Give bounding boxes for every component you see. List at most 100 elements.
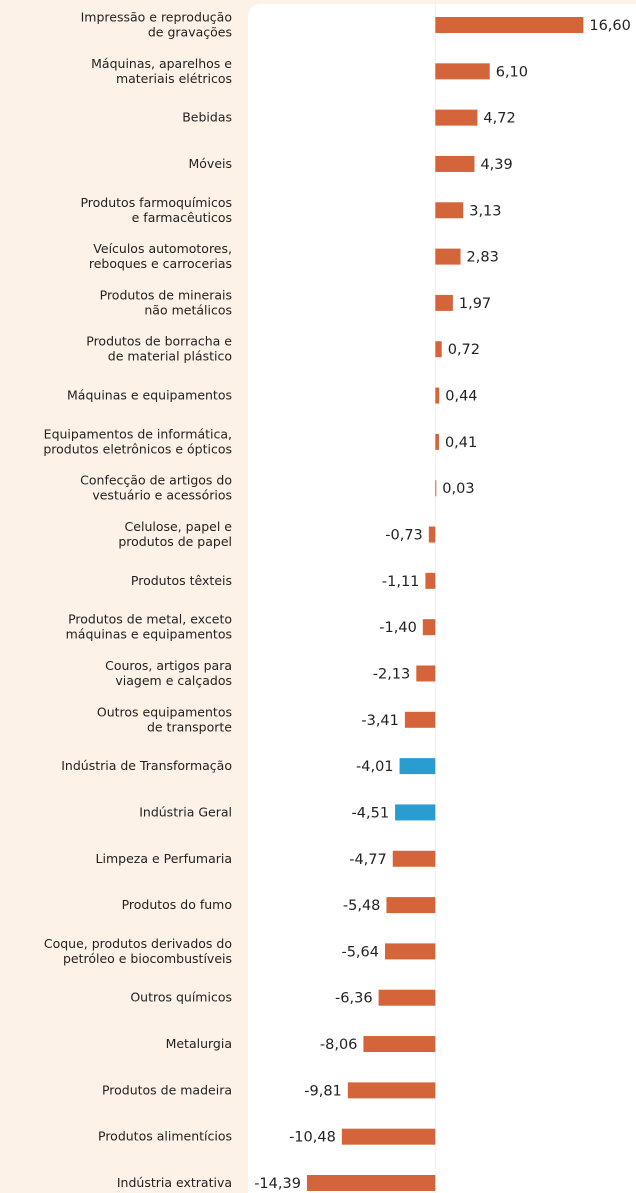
bar — [435, 341, 442, 358]
category-label-line: Produtos farmoquímicos — [80, 194, 232, 209]
category-label-line: Outros químicos — [130, 989, 232, 1004]
bar — [363, 1036, 436, 1053]
category-label-line: reboques e carrocerias — [89, 256, 232, 271]
bar — [435, 109, 478, 126]
bar — [306, 1175, 436, 1191]
category-label-line: Coque, produtos derivados do — [44, 935, 232, 950]
category-label: Produtos de metal, exceto máquinas e equi… — [66, 611, 232, 641]
value-label: 6,10 — [496, 64, 528, 80]
category-label: Produtos alimentícios — [98, 1128, 232, 1143]
category-label: Metalurgia — [166, 1036, 232, 1051]
category-label-line: Produtos do fumo — [122, 897, 232, 912]
category-label-line: Couros, artigos para — [105, 657, 232, 672]
category-label-line: materiais elétricos — [116, 70, 232, 85]
category-label-line: petróleo e biocombustíveis — [63, 950, 232, 965]
category-label-line: Indústria de Transformação — [61, 758, 232, 773]
bar — [428, 526, 436, 543]
bar — [435, 294, 453, 311]
category-label-line: de gravações — [148, 24, 232, 39]
bar — [404, 711, 436, 728]
value-label: -6,36 — [335, 991, 373, 1007]
category-label: Produtos de minerais não metálicos — [100, 287, 232, 317]
category-label: Produtos farmoquímicos e farmacêuticos — [80, 194, 232, 224]
value-label: 0,03 — [442, 481, 474, 497]
category-label-line: Produtos de metal, exceto — [68, 611, 232, 626]
category-label: Indústria Geral — [139, 804, 232, 819]
category-label: Confecção de artigos do vestuário e acess… — [80, 472, 232, 502]
category-label-line: Outros equipamentos — [97, 704, 232, 719]
category-label-line: Móveis — [188, 155, 232, 170]
category-label-line: Limpeza e Perfumaria — [96, 850, 232, 865]
category-label: Coque, produtos derivados do petróleo e b… — [44, 935, 232, 965]
category-label-line: Indústria extrativa — [117, 1175, 232, 1190]
bar — [416, 665, 436, 682]
value-label: -3,41 — [361, 713, 399, 729]
value-label: -8,06 — [320, 1037, 358, 1053]
bar — [435, 63, 490, 80]
bar — [378, 989, 436, 1006]
category-label-line: não metálicos — [144, 302, 232, 317]
bar — [425, 572, 436, 589]
bar — [386, 897, 436, 914]
bar — [422, 619, 436, 636]
bar — [435, 248, 461, 265]
bar — [435, 387, 440, 404]
category-label: Couros, artigos para viagem e calçados — [105, 657, 232, 687]
value-label: -4,51 — [352, 805, 390, 821]
category-label-line: Bebidas — [182, 109, 232, 124]
category-label: Outros químicos — [130, 989, 232, 1004]
category-label-line: Máquinas, aparelhos e — [91, 55, 232, 70]
category-label: Produtos de borracha e de material plásti… — [86, 333, 232, 363]
category-label: Produtos do fumo — [122, 897, 232, 912]
bar — [392, 850, 436, 867]
bar — [395, 804, 436, 821]
category-label-line: Equipamentos de informática, — [44, 426, 232, 441]
value-label: 3,13 — [469, 203, 501, 219]
value-label: -14,39 — [254, 1176, 301, 1192]
category-label: Veículos automotores, reboques e carrocer… — [89, 241, 232, 271]
category-label-line: produtos de papel — [118, 534, 232, 549]
category-label-line: Produtos de minerais — [100, 287, 232, 302]
category-label-line: Indústria Geral — [139, 804, 232, 819]
value-label: 0,41 — [445, 435, 477, 451]
category-label-line: de material plástico — [108, 348, 232, 363]
value-label: -2,13 — [373, 666, 411, 682]
category-label-line: Celulose, papel e — [125, 519, 233, 534]
value-label: 4,39 — [480, 157, 512, 173]
category-label: Máquinas, aparelhos e materiais elétricos — [91, 55, 232, 85]
category-label-line: e farmacêuticos — [132, 209, 232, 224]
category-label-line: Metalurgia — [166, 1036, 232, 1051]
category-label: Indústria de Transformação — [61, 758, 232, 773]
category-label-line: máquinas e equipamentos — [66, 626, 232, 641]
bar — [435, 202, 464, 219]
value-label: 0,44 — [445, 389, 477, 405]
value-label: -10,48 — [289, 1130, 336, 1146]
category-label-line: Impressão e reprodução — [81, 9, 232, 24]
value-label: 0,72 — [448, 342, 480, 358]
category-label-line: Produtos de borracha e — [86, 333, 232, 348]
bar — [435, 17, 584, 33]
category-label: Produtos de madeira — [102, 1082, 232, 1097]
category-label-line: produtos eletrônicos e ópticos — [43, 441, 232, 456]
category-label-line: Confecção de artigos do — [80, 472, 232, 487]
category-label-line: de transporte — [147, 719, 232, 734]
bar — [347, 1082, 436, 1099]
bar — [399, 758, 436, 775]
category-label: Móveis — [188, 155, 232, 170]
bar — [385, 943, 436, 960]
category-label: Equipamentos de informática, produtos ele… — [43, 426, 232, 456]
category-label-line: Veículos automotores, — [93, 241, 232, 256]
value-label: -5,48 — [343, 898, 381, 914]
value-label: -1,11 — [382, 574, 420, 590]
bar — [435, 433, 439, 450]
category-label: Bebidas — [182, 109, 232, 124]
category-label-line: Máquinas e equipamentos — [67, 387, 232, 402]
category-label-line: vestuário e acessórios — [92, 487, 232, 502]
value-label: -4,77 — [349, 852, 387, 868]
category-label-line: Produtos alimentícios — [98, 1128, 232, 1143]
category-label: Impressão e reprodução de gravações — [81, 9, 232, 39]
value-label: -5,64 — [341, 944, 379, 960]
bar — [435, 155, 475, 172]
value-label: 2,83 — [467, 250, 499, 266]
